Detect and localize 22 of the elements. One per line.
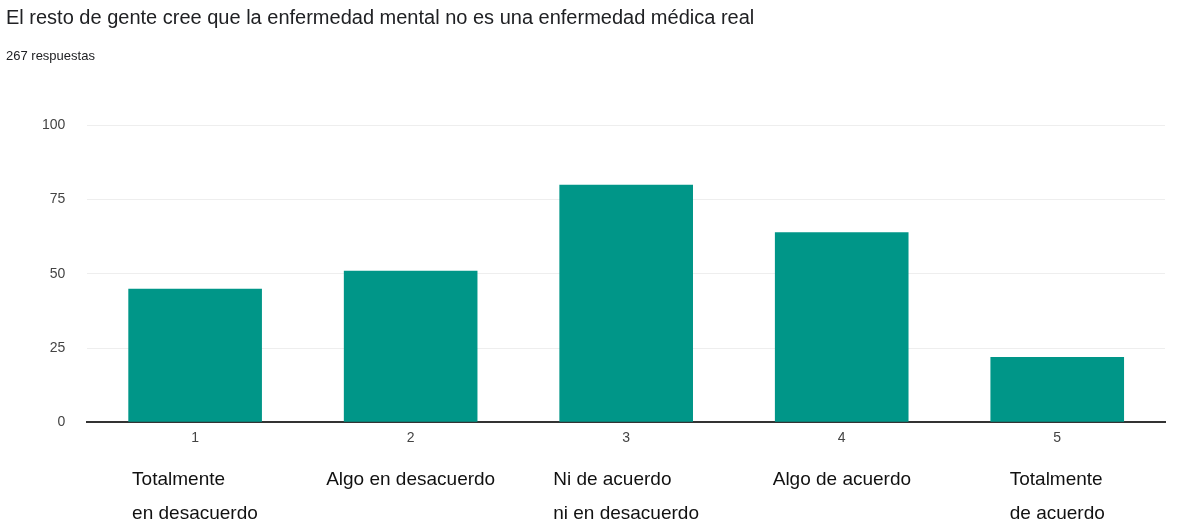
text: Ni de acuerdo ni en desacuerdo	[553, 467, 699, 525]
y-tick-label: 50	[49, 264, 66, 281]
bar	[343, 270, 478, 422]
bar	[990, 356, 1125, 422]
x-tick-label: 2	[406, 429, 415, 446]
y-tick-label: 0	[57, 413, 66, 430]
x-tick-label: 4	[837, 429, 846, 446]
y-tick-label: 100	[42, 116, 66, 133]
x-tick-label: 1	[191, 429, 200, 446]
text: Totalmente en desacuerdo	[132, 467, 258, 525]
text: Algo de acuerdo	[772, 467, 912, 491]
chart-title: El resto de gente cree que la enfermedad mental no es una enfermedad médica real	[6, 6, 755, 29]
bar	[774, 232, 909, 422]
y-tick-label: 75	[49, 190, 66, 207]
x-tick-label: 5	[1053, 429, 1062, 446]
chart-subtitle: 267 respuestas	[6, 48, 95, 63]
bar	[128, 288, 262, 422]
text: Totalmente de acuerdo	[1009, 467, 1105, 525]
text: Algo en desacuerdo	[326, 467, 496, 491]
y-tick-label: 25	[49, 338, 66, 355]
x-tick-label: 3	[622, 429, 631, 446]
bar	[559, 184, 693, 422]
